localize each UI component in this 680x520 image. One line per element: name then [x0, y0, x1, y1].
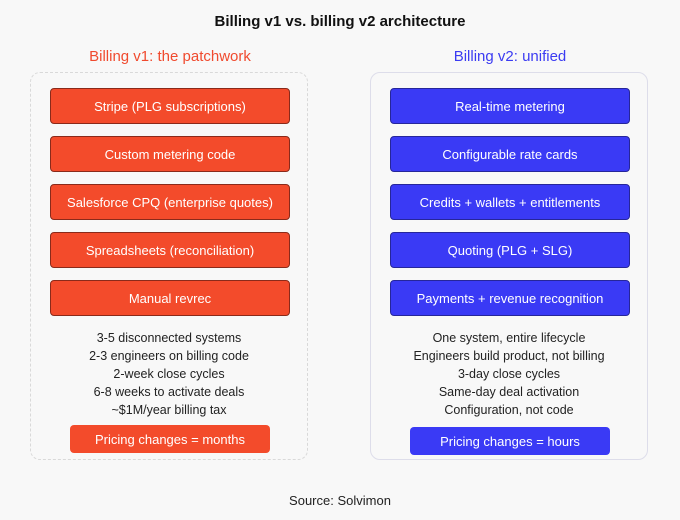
v1-box-salesforce-cpq: Salesforce CPQ (enterprise quotes): [50, 184, 290, 220]
v2-box-metering: Real-time metering: [390, 88, 630, 124]
v2-box-credits: Credits + wallets + entitlements: [390, 184, 630, 220]
diagram-title: Billing v1 vs. billing v2 architecture: [214, 13, 466, 30]
v1-heading: Billing v1: the patchwork: [89, 48, 251, 65]
v2-stat: Same-day deal activation: [438, 385, 580, 399]
source-note: Source: Solvimon: [289, 493, 391, 508]
v2-box-rate-cards: Configurable rate cards: [390, 136, 630, 172]
v1-stats: 3-5 disconnected systems 2-3 engineers o…: [31, 329, 307, 419]
v2-heading: Billing v2: unified: [453, 48, 567, 65]
v2-panel: Real-time metering Configurable rate car…: [370, 72, 648, 460]
v2-stat: Engineers build product, not billing: [413, 349, 605, 363]
v2-stats: One system, entire lifecycle Engineers b…: [371, 329, 647, 419]
v1-stat: 3-5 disconnected systems: [96, 331, 242, 345]
v2-stat: Configuration, not code: [444, 403, 574, 417]
v2-pricing-pill: Pricing changes = hours: [410, 427, 610, 455]
v1-stat: ~$1M/year billing tax: [111, 403, 227, 417]
v1-box-manual-revrec: Manual revrec: [50, 280, 290, 316]
v1-panel: Stripe (PLG subscriptions) Custom meteri…: [30, 72, 308, 460]
v2-box-quoting: Quoting (PLG + SLG): [390, 232, 630, 268]
v1-stat: 2-week close cycles: [113, 367, 225, 381]
v1-stat: 2-3 engineers on billing code: [89, 349, 249, 363]
v1-box-custom-metering: Custom metering code: [50, 136, 290, 172]
v2-stat: 3-day close cycles: [457, 367, 561, 381]
v1-box-stripe: Stripe (PLG subscriptions): [50, 88, 290, 124]
v1-stat: 6-8 weeks to activate deals: [93, 385, 245, 399]
v1-pricing-pill: Pricing changes = months: [70, 425, 270, 453]
v2-stat: One system, entire lifecycle: [432, 331, 586, 345]
v1-box-spreadsheets: Spreadsheets (reconciliation): [50, 232, 290, 268]
v2-box-payments: Payments + revenue recognition: [390, 280, 630, 316]
